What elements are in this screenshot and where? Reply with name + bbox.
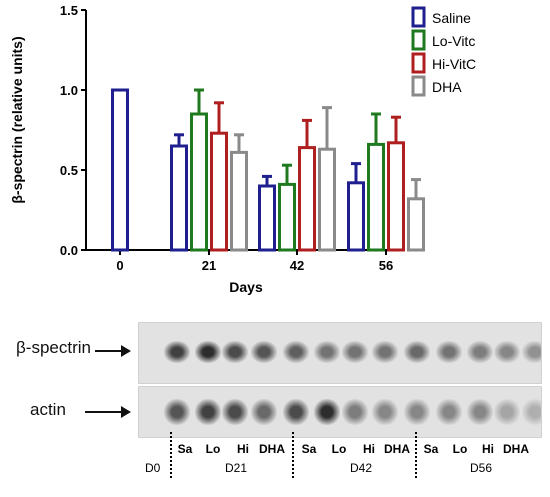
time-point-label: D56 xyxy=(470,461,493,475)
chart-bars xyxy=(111,88,425,252)
lane-label: Hi xyxy=(237,442,249,456)
y-tick-label: 0.5 xyxy=(60,163,78,178)
bar xyxy=(318,147,336,252)
bar xyxy=(190,112,208,252)
bar xyxy=(111,88,129,252)
arrow-icon xyxy=(85,406,131,418)
blot-band xyxy=(467,399,493,425)
chart-legend: Saline Lo-Vitc Hi-VitC DHA xyxy=(411,6,476,97)
legend-swatch xyxy=(411,6,426,28)
x-axis-title: Days xyxy=(229,279,263,295)
lane-label: Lo xyxy=(331,442,347,456)
blot-band xyxy=(251,399,277,425)
bar-chart: 0.0 0.5 1.0 1.5 β-spectrin (relative units) D… xyxy=(9,3,476,295)
blot-band xyxy=(372,399,398,425)
arrow-icon xyxy=(95,345,131,357)
lane-label: Sa xyxy=(301,442,317,456)
x-tick-label: 21 xyxy=(202,258,216,273)
bar xyxy=(298,146,316,252)
x-tick-label: 42 xyxy=(290,258,304,273)
lane-label: Sa xyxy=(177,442,193,456)
blot-band xyxy=(494,341,520,363)
western-blot-panel: β-spectrin actin Sa Lo Hi DHA Sa Lo Hi DHA Sa Lo H… xyxy=(0,300,550,497)
bar xyxy=(387,141,405,252)
blot-band xyxy=(283,341,309,363)
lane-label: DHA xyxy=(259,442,285,456)
x-tick-label: 0 xyxy=(116,258,123,273)
blot-band xyxy=(522,399,541,425)
blot-band xyxy=(314,399,340,425)
legend-label: Lo-Vitc xyxy=(432,33,475,49)
lane-label: DHA xyxy=(384,442,410,456)
bar xyxy=(367,142,385,252)
lane-label: Sa xyxy=(423,442,439,456)
lane-label: Lo xyxy=(452,442,468,456)
legend-swatch xyxy=(411,52,426,74)
lane-group-separator xyxy=(415,432,417,478)
blot-band xyxy=(522,341,541,363)
lane-label: Lo xyxy=(205,442,221,456)
blot-band xyxy=(222,399,248,425)
blot-strip-beta-spectrin xyxy=(138,322,542,384)
blot-band xyxy=(372,341,398,363)
blot-band xyxy=(195,341,221,363)
y-axis-title: β-spectrin (relative units) xyxy=(9,36,25,203)
legend-swatch xyxy=(411,29,426,51)
x-tick-label: 56 xyxy=(379,258,393,273)
legend-label: Hi-VitC xyxy=(432,56,476,72)
y-tick-label: 0.0 xyxy=(60,243,78,258)
blot-band xyxy=(436,341,462,363)
lane-label: DHA xyxy=(503,442,529,456)
blot-strip-actin xyxy=(138,386,542,438)
blot-band xyxy=(164,399,190,425)
blot-band xyxy=(404,399,430,425)
blot-row-label-beta-spectrin: β-spectrin xyxy=(16,338,91,357)
lane-label: Hi xyxy=(482,442,494,456)
time-point-label: D42 xyxy=(350,461,373,475)
bar xyxy=(210,131,228,252)
blot-band xyxy=(342,341,368,363)
legend-label: Saline xyxy=(432,10,471,26)
time-point-label: D0 xyxy=(145,461,161,475)
blot-band xyxy=(494,399,520,425)
blot-band xyxy=(195,399,221,425)
bar xyxy=(170,144,188,252)
blot-band xyxy=(283,399,309,425)
bar xyxy=(347,181,365,252)
lane-group-separator xyxy=(292,432,294,478)
bar xyxy=(407,197,425,252)
lane-group-separator xyxy=(170,432,172,478)
legend-label: DHA xyxy=(432,79,462,95)
bar xyxy=(278,182,296,252)
blot-band xyxy=(467,341,493,363)
blot-band xyxy=(436,399,462,425)
blot-band xyxy=(342,399,368,425)
legend-swatch xyxy=(411,75,426,97)
y-tick-label: 1.5 xyxy=(60,3,78,18)
blot-band xyxy=(251,341,277,363)
blot-band xyxy=(222,341,248,363)
bar xyxy=(230,150,248,252)
lane-label: Hi xyxy=(363,442,375,456)
blot-band xyxy=(404,341,430,363)
y-tick-label: 1.0 xyxy=(60,83,78,98)
bar xyxy=(258,184,276,252)
blot-band xyxy=(164,341,190,363)
blot-band xyxy=(314,341,340,363)
blot-row-label-actin: actin xyxy=(30,400,66,419)
time-point-label: D21 xyxy=(225,461,248,475)
